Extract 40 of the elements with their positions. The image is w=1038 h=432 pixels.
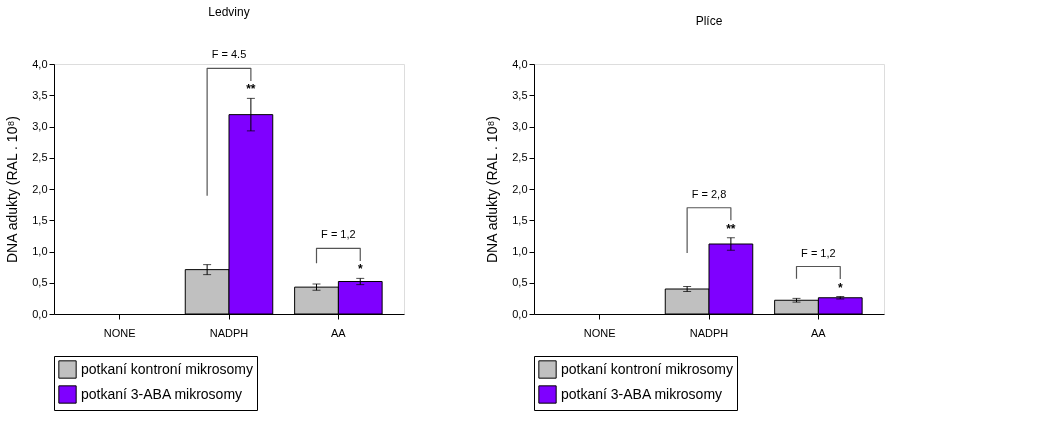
y-tick-label: 3,0 (32, 120, 48, 132)
y-tick-label: 4,0 (32, 57, 48, 70)
y-tick-label: 2,0 (32, 182, 48, 195)
y-tick-label: 2,5 (512, 151, 528, 164)
y-tick-label: 0,0 (512, 307, 528, 320)
y-tick-label: 0,0 (32, 307, 48, 320)
annotation: F = 1,2 (321, 228, 356, 241)
y-tick-label: 2,0 (512, 182, 528, 195)
y-tick-label: 3,5 (512, 88, 528, 101)
y-tick-label: 3,0 (512, 120, 528, 132)
annotation: ** (726, 221, 736, 236)
y-tick-label: 1,5 (32, 213, 48, 226)
x-tick-label: NADPH (209, 326, 249, 339)
legend-label: potkaní 3-ABA mikrosomy (561, 385, 723, 402)
annotation: * (837, 280, 843, 295)
y-tick-label: 0,5 (512, 276, 528, 289)
x-tick-label: AA (331, 326, 347, 339)
x-tick-label: AA (811, 326, 827, 339)
y-tick-label: 1,0 (32, 245, 48, 257)
y-tick-label: 1,5 (512, 213, 528, 226)
legend-label: potkaní kontroní mikrosomy (561, 360, 733, 377)
annotation: F = 2,8 (691, 187, 727, 200)
x-tick-label: NONE (103, 326, 136, 339)
y-tick-label: 4,0 (512, 57, 528, 70)
chart-title: Plíce (695, 14, 723, 28)
y-tick-label: 3,5 (32, 88, 48, 101)
annotation: * (357, 262, 363, 277)
legend-label: potkaní kontroní mikrosomy (81, 360, 253, 377)
y-axis-title: DNA adukty (RAL . 10⁸) (4, 116, 21, 263)
y-tick-label: 2,5 (32, 151, 48, 164)
y-tick-label: 0,5 (32, 276, 48, 289)
x-tick-label: NADPH (689, 326, 729, 339)
y-axis-title: DNA adukty (RAL . 10⁸) (484, 116, 501, 263)
annotation: ** (246, 82, 256, 97)
chart-title: Ledviny (208, 5, 250, 20)
x-tick-label: NONE (583, 326, 616, 339)
annotation: F = 1,2 (801, 246, 836, 259)
y-tick-label: 1,0 (512, 245, 528, 257)
legend-label: potkaní 3-ABA mikrosomy (81, 385, 243, 402)
text: F = 4.5 (211, 48, 247, 61)
